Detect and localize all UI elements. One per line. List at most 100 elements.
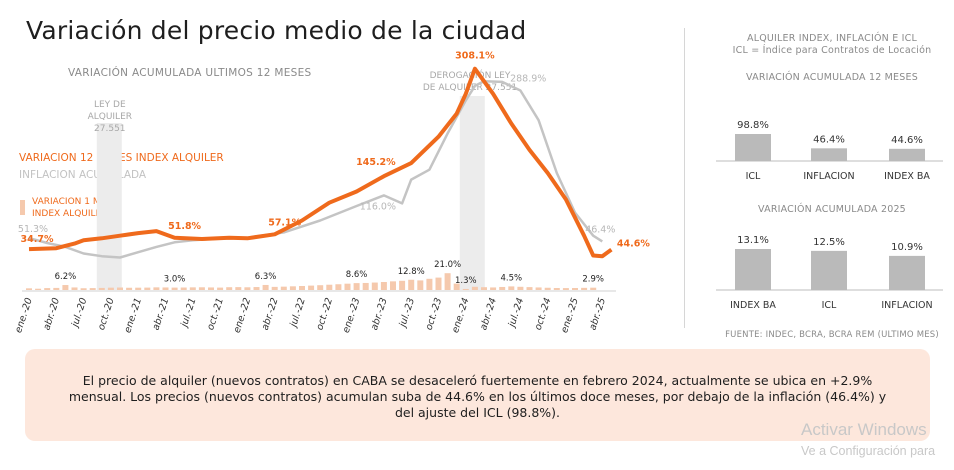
chart1-category-label: INFLACION <box>803 171 854 182</box>
right-chart2-title: VARIACIÓN ACUMULADA 2025 <box>758 204 906 215</box>
monthly-bar <box>35 288 42 290</box>
monthly-bar <box>144 287 151 290</box>
index-data-label: 308.1% <box>455 51 495 62</box>
chart2-bar <box>889 255 925 290</box>
monthly-bar <box>590 287 597 290</box>
monthly-bar <box>208 287 214 290</box>
monthly-bar <box>371 282 378 290</box>
chart1-category-label: ICL <box>746 171 761 182</box>
monthly-bar <box>326 284 333 290</box>
legend-monthly-line1: VARIACION 1 MES <box>32 197 113 207</box>
x-tick-label: abr.-23 <box>369 297 390 332</box>
right-chart1-title: VARIACIÓN ACUMULADA 12 MESES <box>746 72 918 83</box>
monthly-bar <box>217 287 224 290</box>
x-tick-label: oct.-20 <box>96 297 117 332</box>
monthly-bar <box>426 278 433 290</box>
monthly-bar <box>53 287 60 290</box>
monthly-data-label: 21.0% <box>434 260 461 270</box>
x-tick-label: ene.-20 <box>13 297 35 335</box>
x-tick-label: jul.-21 <box>178 297 198 331</box>
monthly-bar <box>471 286 478 290</box>
monthly-bar <box>71 287 78 290</box>
monthly-bar <box>444 273 451 290</box>
chart2-value-label: 10.9% <box>891 242 923 253</box>
monthly-bar <box>435 277 442 290</box>
chart2-value-label: 12.5% <box>813 237 845 248</box>
monthly-bar <box>262 284 269 290</box>
chart1-value-label: 46.4% <box>813 134 845 145</box>
monthly-data-label: 1.3% <box>455 276 477 286</box>
monthly-bar <box>508 286 515 290</box>
monthly-bar <box>62 285 69 290</box>
index-data-label: 145.2% <box>356 157 396 168</box>
chart1-bar <box>889 148 925 161</box>
inflation-data-label: 51.3% <box>18 224 48 235</box>
monthly-bar <box>189 287 196 290</box>
ley-annotation-line: ALQUILER <box>88 112 132 122</box>
summary-text: El precio de alquiler (nuevos contratos)… <box>68 373 887 420</box>
monthly-bar <box>126 287 133 290</box>
monthly-bar <box>135 287 142 290</box>
monthly-bar <box>253 287 260 290</box>
monthly-bar <box>335 284 342 290</box>
inflation-line <box>28 80 603 259</box>
monthly-bar <box>362 282 369 290</box>
x-tick-label: ene.-22 <box>232 297 254 335</box>
x-tick-label: oct.-21 <box>205 297 226 332</box>
x-tick-label: jul.-23 <box>397 297 417 331</box>
chart2-bar <box>735 249 771 290</box>
monthly-data-label: 2.9% <box>582 275 604 285</box>
legend-monthly: VARIACION 1 MES INDEX ALQUILER <box>32 196 112 220</box>
ley-band <box>96 123 122 290</box>
inflation-data-label: 288.9% <box>510 73 546 84</box>
right-header-1: ALQUILER INDEX, INFLACIÓN E ICL <box>747 33 917 44</box>
index-data-label: 44.6% <box>617 239 650 250</box>
monthly-data-label: 3.0% <box>164 275 186 285</box>
index-data-label: 34.7% <box>21 234 54 245</box>
chart1-value-label: 98.8% <box>737 120 769 131</box>
monthly-bar <box>244 287 251 290</box>
page-title: Variación del precio medio de la ciudad <box>26 16 527 45</box>
monthly-bar <box>299 286 305 290</box>
x-tick-label: abr.-22 <box>260 297 281 332</box>
monthly-bar <box>417 280 424 290</box>
monthly-bar <box>490 287 497 290</box>
monthly-bar <box>171 287 178 290</box>
x-tick-label: oct.-24 <box>533 297 554 332</box>
monthly-bar <box>353 283 360 290</box>
inflation-data-label: 46.4% <box>585 224 615 235</box>
summary-callout: El precio de alquiler (nuevos contratos)… <box>25 349 930 441</box>
monthly-bar <box>289 286 296 290</box>
chart2-category-label: INFLACION <box>881 300 932 311</box>
monthly-bar <box>481 287 487 290</box>
monthly-bar <box>399 280 406 290</box>
monthly-bar <box>535 287 542 290</box>
monthly-bar <box>98 287 105 290</box>
monthly-bar <box>390 281 396 290</box>
monthly-bar <box>526 287 533 290</box>
chart2-bar <box>811 250 847 290</box>
x-tick-label: abr.-21 <box>151 297 172 332</box>
chart2-category-label: ICL <box>822 300 837 311</box>
monthly-bar <box>408 279 415 290</box>
monthly-bar <box>517 286 524 290</box>
chart2-category-label: INDEX BA <box>730 300 776 311</box>
derogacion-annotation-line: DEROGACIÓN LEY <box>430 69 511 81</box>
right-header-2: ICL = Índice para Contratos de Locación <box>732 45 932 56</box>
monthly-bar <box>544 287 551 290</box>
monthly-data-label: 8.6% <box>346 270 368 280</box>
monthly-bar <box>180 287 187 290</box>
monthly-bar <box>44 288 51 290</box>
monthly-bar <box>153 287 160 290</box>
monthly-bar <box>562 288 569 290</box>
monthly-bar <box>499 286 506 290</box>
chart1-bar <box>811 148 847 161</box>
monthly-bar <box>226 287 233 290</box>
x-tick-label: abr.-25 <box>587 297 608 332</box>
monthly-bar <box>462 288 469 290</box>
monthly-bar <box>308 285 315 290</box>
x-tick-label: abr.-24 <box>478 297 499 332</box>
legend-monthly-line2: INDEX ALQUILER <box>32 209 108 219</box>
x-tick-label: ene.-23 <box>341 297 363 335</box>
